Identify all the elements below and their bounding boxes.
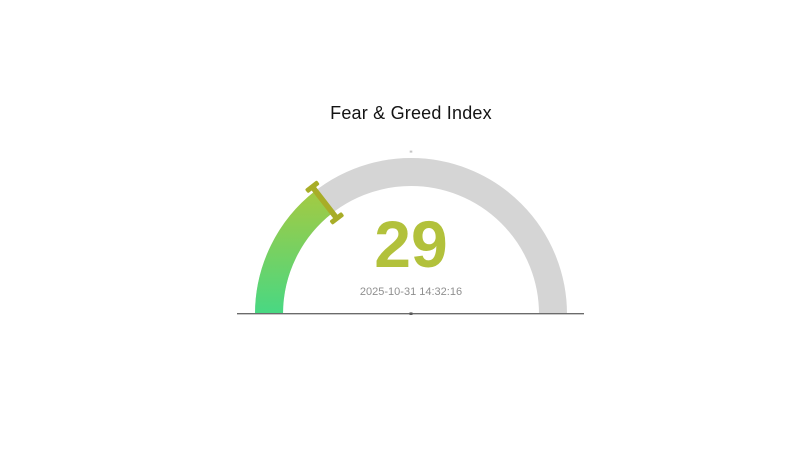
gauge-timestamp: 2025-10-31 14:32:16 [359,286,463,298]
gauge-value: 29 [374,207,448,281]
gauge-center-tick [409,312,413,315]
gauge-pointer-icon [305,180,344,225]
gauge-top-tick [409,150,413,153]
chart-title: Fear & Greed Index [330,103,492,123]
gauge-progress-arc [255,190,333,315]
